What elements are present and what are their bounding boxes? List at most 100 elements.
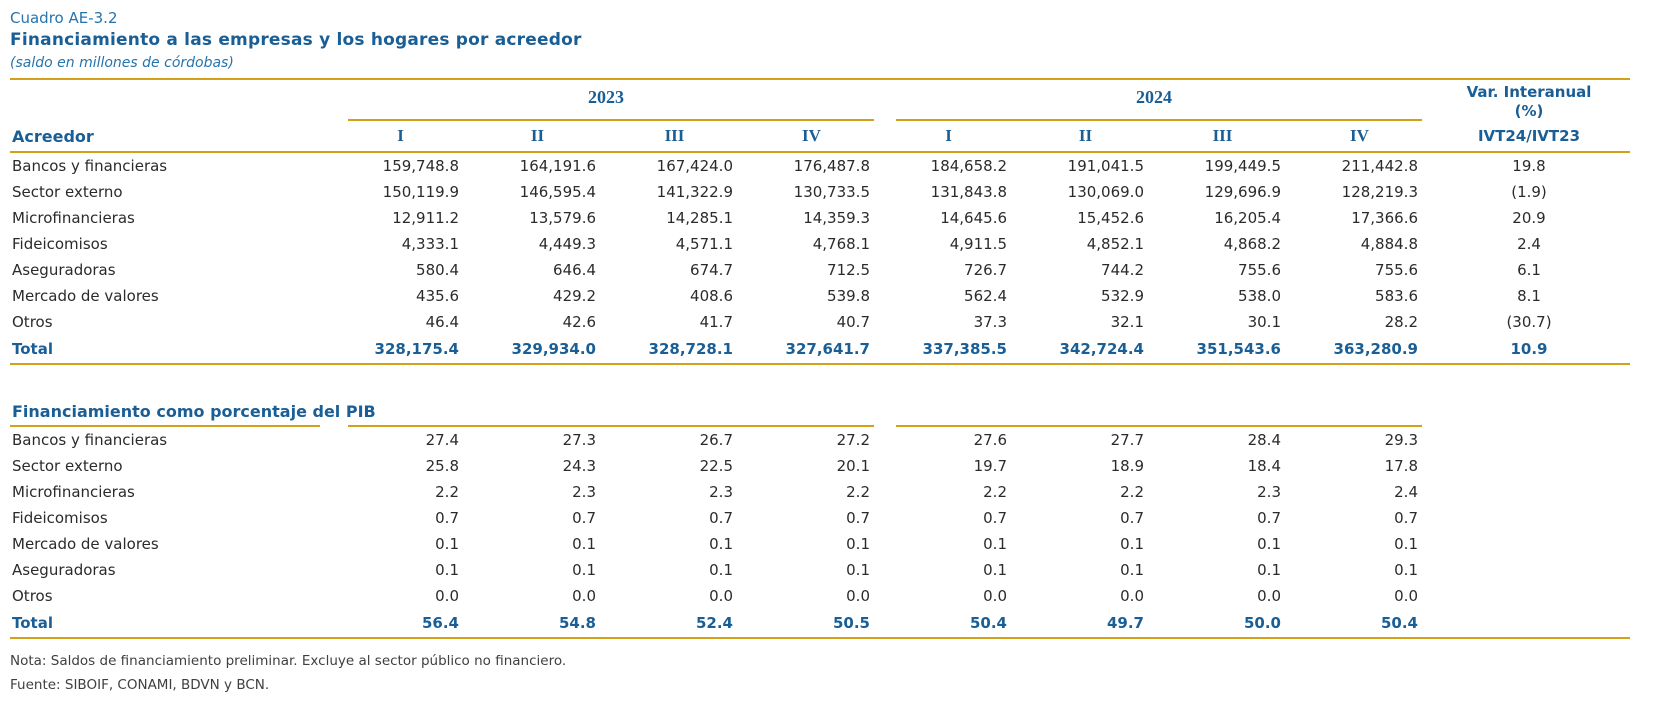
quarter-value: 744.2 — [1101, 261, 1144, 279]
quarter-value: 17.8 — [1384, 457, 1418, 475]
year-2024-header: 2024 — [880, 80, 1428, 121]
empty-corner-cell — [10, 80, 332, 121]
quarter-value: 30.1 — [1247, 313, 1281, 331]
row-label: Otros — [12, 587, 53, 605]
quarter-value: 4,884.8 — [1360, 235, 1418, 253]
quarter-value: 532.9 — [1101, 287, 1144, 305]
quarter-value: 2.2 — [983, 483, 1007, 501]
quarter-value: 27.7 — [1110, 431, 1144, 449]
row-label: Total — [10, 609, 332, 639]
quarter-value: 0.7 — [983, 509, 1007, 527]
row-label: Total — [10, 335, 332, 365]
data-row: Fideicomisos 0.7 0.7 0.7 0.7 0.7 0.7 0.7 0.7 — [10, 505, 1630, 531]
quarter-value: 2.2 — [435, 483, 459, 501]
quarter-value: 0.7 — [709, 509, 733, 527]
quarter-value: 0.1 — [983, 561, 1007, 579]
quarter-value: 14,645.6 — [940, 209, 1007, 227]
quarter-value: 26.7 — [699, 431, 733, 449]
data-row: Otros 46.4 42.6 41.7 40.7 37.3 32.1 30.1 28.2 (30… — [10, 309, 1630, 335]
financing-table-body: Bancos y financieras 159,748.8 164,191.6 16… — [10, 152, 1630, 365]
quarter-value: 4,911.5 — [949, 235, 1007, 253]
quarter-value: 17,366.6 — [1351, 209, 1418, 227]
quarter-value: 176,487.8 — [793, 157, 870, 175]
data-row: Sector externo 150,119.9 146,595.4 141,322.… — [10, 179, 1630, 205]
quarter-value: 538.0 — [1238, 287, 1281, 305]
var-subheader: IVT24/IVT23 — [1428, 121, 1630, 153]
quarter-value: 28.2 — [1384, 313, 1418, 331]
var-value — [1428, 531, 1630, 557]
row-label: Bancos y financieras — [12, 157, 168, 175]
quarter-value: 14,285.1 — [666, 209, 733, 227]
data-row: Microfinancieras 2.2 2.3 2.3 2.2 2.2 2.2 2.3 2.4 — [10, 479, 1630, 505]
row-label: Aseguradoras — [12, 261, 116, 279]
row-label: Fideicomisos — [12, 235, 108, 253]
quarter-value: 50.5 — [743, 609, 880, 639]
quarter-value: 562.4 — [964, 287, 1007, 305]
quarter-value: 54.8 — [469, 609, 606, 639]
quarter-value: 14,359.3 — [803, 209, 870, 227]
total-row: Total 328,175.4 329,934.0 328,728.1 327,641.… — [10, 335, 1630, 365]
quarter-value: 712.5 — [827, 261, 870, 279]
var-interanual-header: Var. Interanual (%) — [1428, 80, 1630, 121]
quarter-value: 2.3 — [1257, 483, 1281, 501]
quarter-value: 0.0 — [435, 587, 459, 605]
quarter-value: 15,452.6 — [1077, 209, 1144, 227]
quarter-value: 0.7 — [435, 509, 459, 527]
quarter-value: 42.6 — [562, 313, 596, 331]
quarter-value: 0.1 — [1120, 535, 1144, 553]
quarter-value: 328,728.1 — [606, 335, 743, 365]
var-value — [1428, 609, 1630, 639]
quarter-value: 19.7 — [973, 457, 1007, 475]
page-subtitle: (saldo en millones de córdobas) — [10, 55, 234, 71]
var-value — [1428, 557, 1630, 583]
top-divider — [10, 78, 1630, 80]
footnotes: Nota: Saldos de financiamiento prelimina… — [10, 649, 1630, 697]
data-row: Microfinancieras 12,911.2 13,579.6 14,285.1… — [10, 205, 1630, 231]
var-value — [1428, 479, 1630, 505]
row-label: Mercado de valores — [12, 287, 159, 305]
row-label: Aseguradoras — [12, 561, 116, 579]
quarter-header-2023-3: III — [606, 121, 743, 153]
quarter-value: 646.4 — [553, 261, 596, 279]
quarter-value: 52.4 — [606, 609, 743, 639]
quarter-value: 755.6 — [1238, 261, 1281, 279]
quarter-value: 159,748.8 — [382, 157, 459, 175]
quarter-value: 0.1 — [435, 561, 459, 579]
quarter-value: 0.1 — [709, 561, 733, 579]
quarter-value: 131,843.8 — [930, 183, 1007, 201]
source-text: Fuente: SIBOIF, CONAMI, BDVN y BCN. — [10, 677, 270, 693]
row-label: Otros — [12, 313, 53, 331]
quarter-value: 0.0 — [709, 587, 733, 605]
var-value: (30.7) — [1506, 313, 1552, 331]
page-title: Financiamiento a las empresas y los hoga… — [10, 30, 582, 50]
var-header-line1: Var. Interanual — [1466, 83, 1592, 101]
quarter-header-2024-1: I — [880, 121, 1017, 153]
var-value: 8.1 — [1517, 287, 1541, 305]
pib-var-spacer — [1428, 395, 1630, 427]
quarter-value: 37.3 — [973, 313, 1007, 331]
quarter-value: 755.6 — [1375, 261, 1418, 279]
quarter-value: 2.4 — [1394, 483, 1418, 501]
quarter-value: 22.5 — [699, 457, 733, 475]
quarter-value: 40.7 — [836, 313, 870, 331]
quarter-value: 4,852.1 — [1086, 235, 1144, 253]
var-value — [1428, 505, 1630, 531]
financing-table: 2023 2024 Var. Interanual (%) Acreedor I… — [10, 80, 1630, 365]
quarter-value: 150,119.9 — [382, 183, 459, 201]
quarter-value: 0.0 — [983, 587, 1007, 605]
data-row: Bancos y financieras 27.4 27.3 26.7 27.2 27.6… — [10, 427, 1630, 453]
row-label: Fideicomisos — [12, 509, 108, 527]
var-value: 10.9 — [1428, 335, 1630, 365]
quarter-value: 211,442.8 — [1341, 157, 1418, 175]
quarter-value: 27.2 — [836, 431, 870, 449]
quarter-value: 580.4 — [416, 261, 459, 279]
quarter-value: 674.7 — [690, 261, 733, 279]
quarter-value: 337,385.5 — [880, 335, 1017, 365]
quarter-value: 0.1 — [572, 535, 596, 553]
quarter-value: 0.7 — [572, 509, 596, 527]
pib-2024-group-rule — [880, 395, 1428, 427]
quarter-value: 164,191.6 — [519, 157, 596, 175]
quarter-value: 0.7 — [1257, 509, 1281, 527]
quarter-value: 363,280.9 — [1291, 335, 1428, 365]
quarter-value: 199,449.5 — [1204, 157, 1281, 175]
